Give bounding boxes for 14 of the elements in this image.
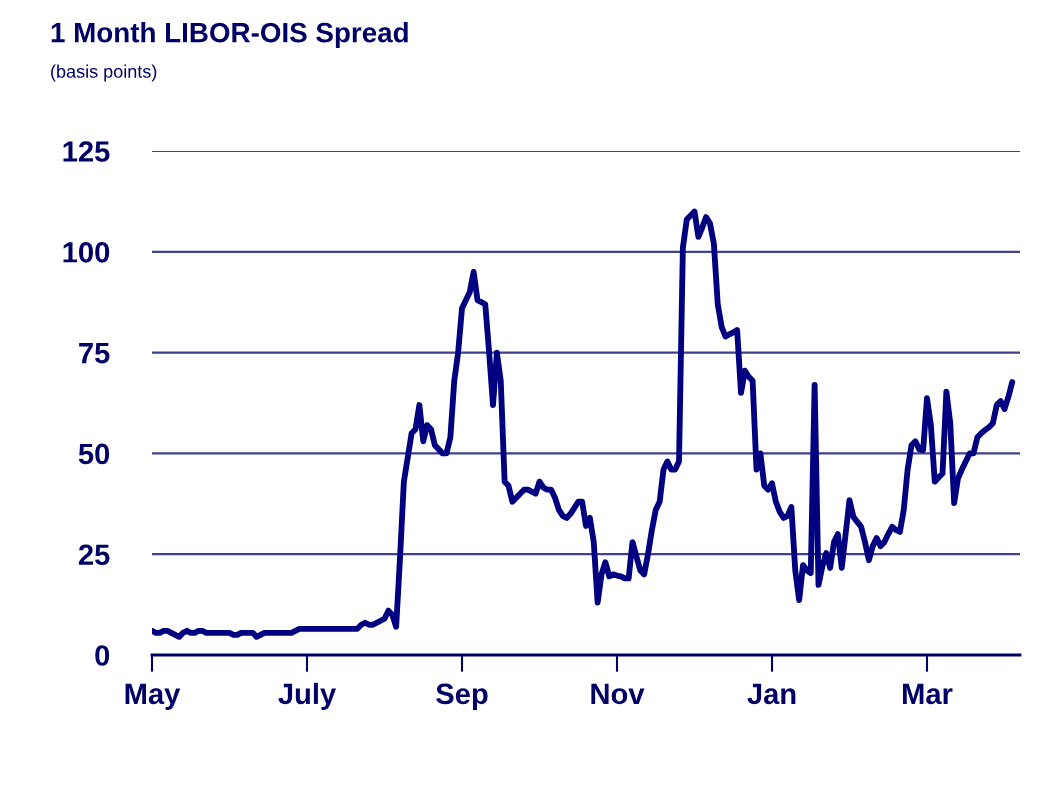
x-tick-label: Nov — [591, 683, 645, 705]
y-tick-label: 75 — [79, 343, 110, 364]
x-tick-label: May — [125, 683, 181, 710]
chart-title: 1 Month LIBOR-OIS Spread — [51, 22, 408, 48]
y-tick-label: 125 — [63, 141, 110, 162]
x-tick-label: Sep — [436, 683, 488, 710]
chart-subtitle: (basis points) — [51, 64, 157, 82]
y-tick-label: 0 — [95, 645, 110, 666]
y-tick-label: 100 — [63, 242, 110, 263]
x-tick-label: Jan — [747, 683, 796, 705]
x-tick-label: Mar — [903, 683, 953, 705]
x-tick-label: July — [278, 682, 337, 710]
y-tick-label: 50 — [78, 443, 110, 465]
y-tick-label: 25 — [78, 544, 110, 566]
